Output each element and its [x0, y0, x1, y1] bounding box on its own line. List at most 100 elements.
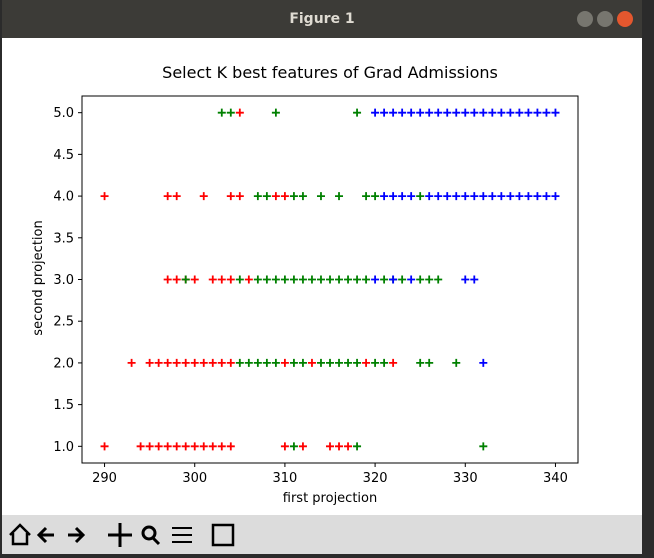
point	[461, 192, 470, 201]
point	[371, 108, 380, 117]
point	[461, 108, 470, 117]
point	[163, 192, 172, 201]
close-button[interactable]	[617, 11, 633, 27]
point	[470, 108, 479, 117]
point	[353, 442, 362, 451]
y-tick-label: 3.5	[53, 231, 74, 246]
point	[271, 192, 280, 201]
point	[515, 192, 524, 201]
point	[298, 275, 307, 284]
point	[326, 358, 334, 367]
y-tick-label: 2.5	[53, 315, 74, 330]
point	[136, 442, 145, 451]
point	[298, 442, 307, 451]
point	[289, 358, 298, 367]
point	[280, 192, 289, 201]
point	[335, 192, 344, 201]
x-tick-label: 330	[453, 471, 478, 486]
point	[154, 358, 163, 367]
point	[208, 358, 217, 367]
point	[389, 192, 398, 201]
point	[289, 442, 298, 451]
point	[416, 192, 425, 201]
y-axis-label: second projection	[31, 220, 46, 335]
point	[181, 275, 190, 284]
toolbar-icons	[9, 523, 235, 547]
point	[208, 442, 217, 451]
point	[416, 108, 425, 117]
title-bar: Figure 1	[2, 0, 642, 38]
point	[199, 358, 208, 367]
point	[344, 275, 353, 284]
point	[452, 192, 461, 201]
save-button[interactable]	[211, 523, 235, 547]
point	[154, 442, 163, 451]
point	[362, 192, 371, 201]
point	[271, 275, 280, 284]
y-tick-label: 5.0	[53, 106, 74, 121]
point	[425, 358, 434, 367]
point	[506, 108, 515, 117]
point	[307, 275, 316, 284]
pan-button[interactable]	[108, 523, 132, 547]
point	[398, 275, 407, 284]
y-tick-label: 1.0	[53, 440, 74, 455]
point	[307, 358, 316, 367]
point	[335, 275, 344, 284]
x-tick-label: 310	[272, 471, 297, 486]
maximize-button[interactable]	[597, 11, 613, 27]
point	[226, 358, 235, 367]
point	[533, 108, 542, 117]
y-tick-label: 4.0	[53, 190, 74, 205]
point	[533, 192, 542, 201]
point	[344, 442, 353, 451]
point	[172, 442, 181, 451]
point	[416, 275, 425, 284]
point	[425, 108, 434, 117]
point	[181, 442, 190, 451]
point	[244, 358, 253, 367]
point	[217, 108, 226, 117]
point	[262, 275, 271, 284]
point	[479, 442, 488, 451]
x-tick-label: 290	[92, 471, 117, 486]
zoom-button[interactable]	[141, 525, 161, 546]
point	[280, 358, 289, 367]
back-button[interactable]	[36, 526, 54, 544]
point	[371, 192, 380, 201]
point	[497, 192, 506, 201]
point	[551, 192, 560, 201]
point	[298, 358, 307, 367]
window-title: Figure 1	[289, 11, 355, 27]
y-tick-label: 3.0	[53, 273, 74, 288]
point	[280, 275, 289, 284]
x-axis-label: first projection	[283, 491, 377, 506]
point	[190, 275, 199, 284]
point	[280, 442, 289, 451]
window-controls[interactable]	[576, 9, 636, 29]
point	[253, 192, 262, 201]
point	[425, 192, 434, 201]
point	[443, 192, 452, 201]
point	[100, 192, 109, 201]
home-button[interactable]	[9, 523, 31, 546]
chart-title: Select K best features of Grad Admission…	[162, 63, 498, 82]
point	[407, 108, 416, 117]
point	[172, 358, 181, 367]
point	[326, 275, 334, 284]
point	[488, 192, 497, 201]
chart: Select K best features of Grad Admission…	[31, 63, 579, 506]
point	[190, 442, 199, 451]
point	[271, 358, 280, 367]
minimize-button[interactable]	[577, 11, 593, 27]
point	[434, 108, 443, 117]
point	[199, 192, 208, 201]
point	[497, 108, 506, 117]
configure-button[interactable]	[172, 527, 192, 543]
point	[542, 108, 551, 117]
point	[389, 108, 398, 117]
forward-button[interactable]	[68, 526, 86, 544]
point	[353, 108, 362, 117]
point	[380, 108, 389, 117]
